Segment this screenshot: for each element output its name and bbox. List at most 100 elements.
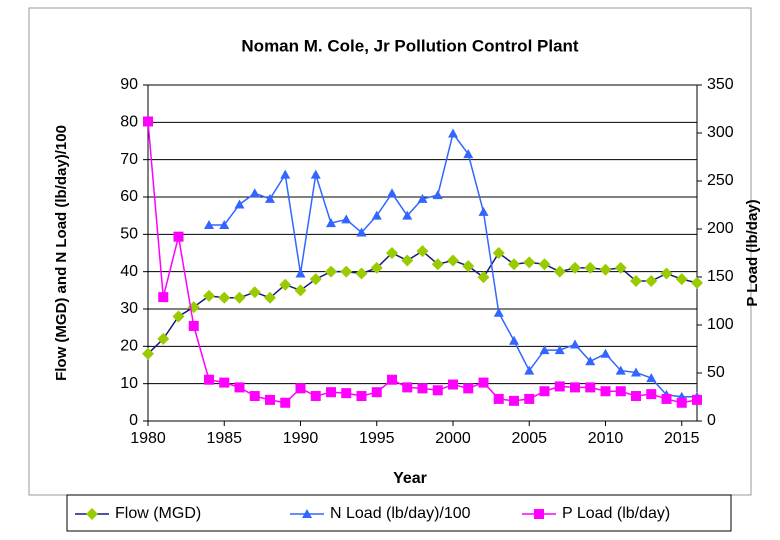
y-tick-label: 0 [129, 412, 138, 429]
y-tick-label: 60 [120, 188, 138, 205]
marker [448, 128, 458, 138]
y2-tick-label: 200 [707, 220, 734, 237]
marker [218, 291, 231, 304]
marker [309, 273, 322, 286]
y2-tick-label: 300 [707, 124, 734, 141]
marker [432, 190, 443, 200]
marker [173, 231, 184, 242]
y-tick-label: 40 [120, 263, 138, 280]
marker [478, 377, 489, 388]
marker [341, 214, 352, 224]
legend-label: Flow (MGD) [115, 505, 201, 522]
marker [310, 169, 321, 179]
marker [509, 395, 519, 406]
y-tick-label: 50 [120, 226, 138, 243]
marker [584, 261, 597, 274]
y2-tick-label: 100 [707, 316, 734, 333]
marker [295, 268, 306, 278]
marker [509, 335, 519, 345]
y2-tick-label: 250 [707, 172, 734, 189]
marker [204, 220, 214, 229]
marker [508, 258, 520, 271]
marker [523, 256, 536, 269]
y2-tick-label: 50 [707, 364, 725, 381]
marker [279, 278, 292, 291]
marker [355, 267, 368, 280]
marker [340, 265, 353, 278]
x-tick-label: 1990 [283, 430, 319, 447]
marker [615, 386, 626, 397]
marker [676, 397, 687, 408]
marker [431, 258, 444, 271]
marker [432, 385, 443, 396]
x-tick-label: 1985 [206, 430, 242, 447]
marker [356, 227, 367, 237]
legend-marker [534, 509, 544, 519]
y-tick-label: 70 [120, 151, 138, 168]
marker [143, 116, 153, 127]
marker [401, 254, 414, 267]
marker [204, 374, 214, 385]
marker [631, 391, 641, 402]
legend-marker [86, 508, 98, 520]
y-tick-label: 10 [120, 375, 138, 392]
x-tick-label: 2010 [588, 430, 624, 447]
y-tick-label: 90 [120, 76, 138, 93]
marker [691, 276, 703, 289]
marker [539, 386, 550, 397]
marker [265, 394, 275, 405]
marker [326, 387, 336, 398]
marker [599, 263, 612, 276]
x-tick-label: 1980 [130, 430, 166, 447]
marker [325, 265, 337, 278]
marker [387, 188, 397, 198]
legend [66, 494, 732, 532]
marker [310, 391, 321, 402]
marker [249, 188, 260, 198]
marker [417, 193, 428, 203]
x-tick-label: 2000 [435, 430, 471, 447]
marker [203, 289, 215, 302]
y-tick-label: 20 [120, 338, 138, 355]
marker [447, 254, 459, 267]
marker [280, 169, 291, 179]
marker [554, 381, 565, 392]
marker [233, 291, 246, 304]
marker [524, 365, 535, 375]
marker [538, 258, 551, 271]
y2-axis-label: P Load (lb/day) [744, 199, 761, 306]
marker [416, 245, 429, 258]
marker [631, 367, 641, 377]
marker [402, 382, 413, 393]
marker [417, 383, 428, 394]
marker [448, 379, 458, 390]
marker [157, 332, 170, 345]
marker [463, 149, 474, 159]
marker [142, 347, 154, 360]
marker [478, 206, 489, 216]
marker [661, 393, 672, 404]
marker [294, 284, 307, 297]
marker [387, 374, 397, 385]
marker [646, 373, 657, 383]
marker [341, 388, 352, 399]
y2-tick-label: 150 [707, 268, 734, 285]
marker [234, 199, 245, 209]
marker [493, 307, 504, 317]
y-tick-label: 30 [120, 300, 138, 317]
marker [371, 387, 382, 398]
x-tick-label: 2015 [664, 430, 700, 447]
marker [692, 394, 702, 405]
marker [188, 320, 199, 331]
marker [248, 286, 261, 299]
marker [630, 275, 642, 287]
x-tick-label: 1995 [359, 430, 395, 447]
marker [585, 382, 596, 393]
marker [600, 386, 611, 397]
marker [264, 291, 276, 304]
chart-title: Noman M. Cole, Jr Pollution Control Plan… [241, 36, 579, 55]
marker [645, 275, 658, 287]
marker [585, 356, 596, 366]
marker [280, 397, 291, 408]
